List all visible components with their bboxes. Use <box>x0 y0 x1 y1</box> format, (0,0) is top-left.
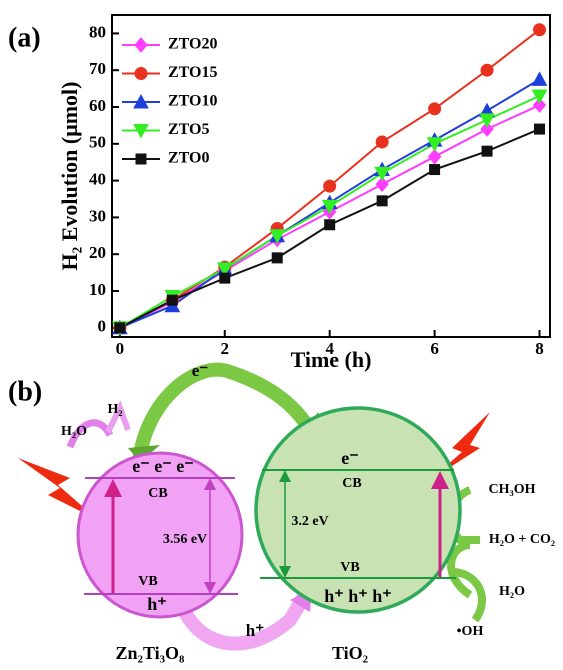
marker <box>219 272 231 284</box>
legend-label: ZTO0 <box>168 150 210 167</box>
marker <box>428 102 442 116</box>
x-tick-label: 8 <box>535 339 544 358</box>
water: H₂O <box>499 584 525 599</box>
particle-name: TiO₂ <box>332 643 368 663</box>
marker <box>532 97 547 113</box>
reduction-arrow <box>105 400 131 434</box>
y-tick-label: 60 <box>89 96 106 115</box>
x-tick-label: 0 <box>116 339 125 358</box>
products: H₂O + CO₂ <box>489 532 555 547</box>
marker <box>321 199 338 215</box>
marker <box>480 63 494 77</box>
transfer-electron: e⁻ <box>192 361 209 380</box>
legend-marker <box>133 124 149 139</box>
diagram: (b) e⁻ e⁻ e⁻ CB 3.56 eV VB h⁺ Zn₂Ti₃O₈ e… <box>8 361 555 663</box>
x-axis-label: Time (h) <box>291 347 372 372</box>
light-bolt <box>18 458 98 520</box>
marker <box>375 176 389 193</box>
panel-label: (a) <box>8 22 41 53</box>
marker <box>479 113 495 128</box>
panel-label: (b) <box>8 376 42 407</box>
radical: •OH <box>457 624 484 639</box>
legend-label: ZTO10 <box>168 93 218 110</box>
marker <box>534 123 546 135</box>
product: H₂ <box>107 402 122 417</box>
marker <box>427 148 442 165</box>
chart: (a) Time (h) H₂ Evolution (μmol) 0102030… <box>8 14 551 372</box>
marker <box>481 145 493 157</box>
gap-label: 3.2 eV <box>291 514 328 529</box>
y-tick-label: 10 <box>89 280 106 299</box>
marker <box>166 294 178 306</box>
cb-label: CB <box>342 476 361 491</box>
electron-transfer-arrow <box>133 362 317 462</box>
holes: h⁺ h⁺ h⁺ <box>324 586 392 606</box>
marker <box>269 229 286 244</box>
marker <box>531 71 548 86</box>
marker <box>374 166 390 182</box>
legend-marker <box>134 67 148 80</box>
plot-frame <box>111 14 551 338</box>
gap-label: 3.56 eV <box>163 532 207 547</box>
y-tick-label: 50 <box>89 133 106 152</box>
marker <box>375 135 389 149</box>
legend-marker <box>134 37 148 53</box>
vb-label: VB <box>138 574 157 589</box>
legend-label: ZTO20 <box>168 36 218 53</box>
transfer-hole: h⁺ <box>246 621 264 640</box>
legend-marker <box>133 93 149 109</box>
marker <box>323 179 337 193</box>
y-tick-label: 40 <box>89 170 106 189</box>
oxidation-arrow <box>454 568 487 623</box>
marker <box>429 164 441 176</box>
marker <box>324 219 336 231</box>
legend-label: ZTO5 <box>168 121 210 138</box>
y-tick-label: 0 <box>98 317 107 336</box>
tio2-particle <box>254 406 462 614</box>
marker <box>216 262 233 277</box>
marker <box>533 23 547 37</box>
reactant: H₂O <box>61 424 87 439</box>
marker <box>480 121 494 137</box>
x-tick-label: 6 <box>430 339 439 358</box>
electrons: e⁻ e⁻ e⁻ <box>132 456 193 476</box>
legend-label: ZTO15 <box>168 64 218 81</box>
x-tick-label: 2 <box>221 339 230 358</box>
oxidation-arrow <box>447 541 473 599</box>
hole: h⁺ <box>147 594 167 614</box>
reactant: CH₃OH <box>489 482 536 497</box>
marker <box>426 137 443 152</box>
hole-transfer-arrow <box>178 591 312 651</box>
y-tick-label: 30 <box>89 206 106 225</box>
marker <box>531 89 548 105</box>
y-axis-label: H₂ Evolution (μmol) <box>57 82 82 271</box>
marker <box>376 195 388 207</box>
y-tick-label: 20 <box>89 243 106 262</box>
cb-label: CB <box>148 486 167 501</box>
y-tick-label: 70 <box>89 59 106 78</box>
marker <box>114 322 126 334</box>
y-tick-label: 80 <box>89 22 106 41</box>
particle-name: Zn₂Ti₃O₈ <box>116 643 185 663</box>
light-bolt <box>430 412 490 480</box>
vb-label: VB <box>340 560 359 575</box>
x-tick-label: 4 <box>325 339 334 358</box>
marker <box>271 252 283 264</box>
legend-marker <box>135 153 147 165</box>
electron: e⁻ <box>341 448 359 468</box>
